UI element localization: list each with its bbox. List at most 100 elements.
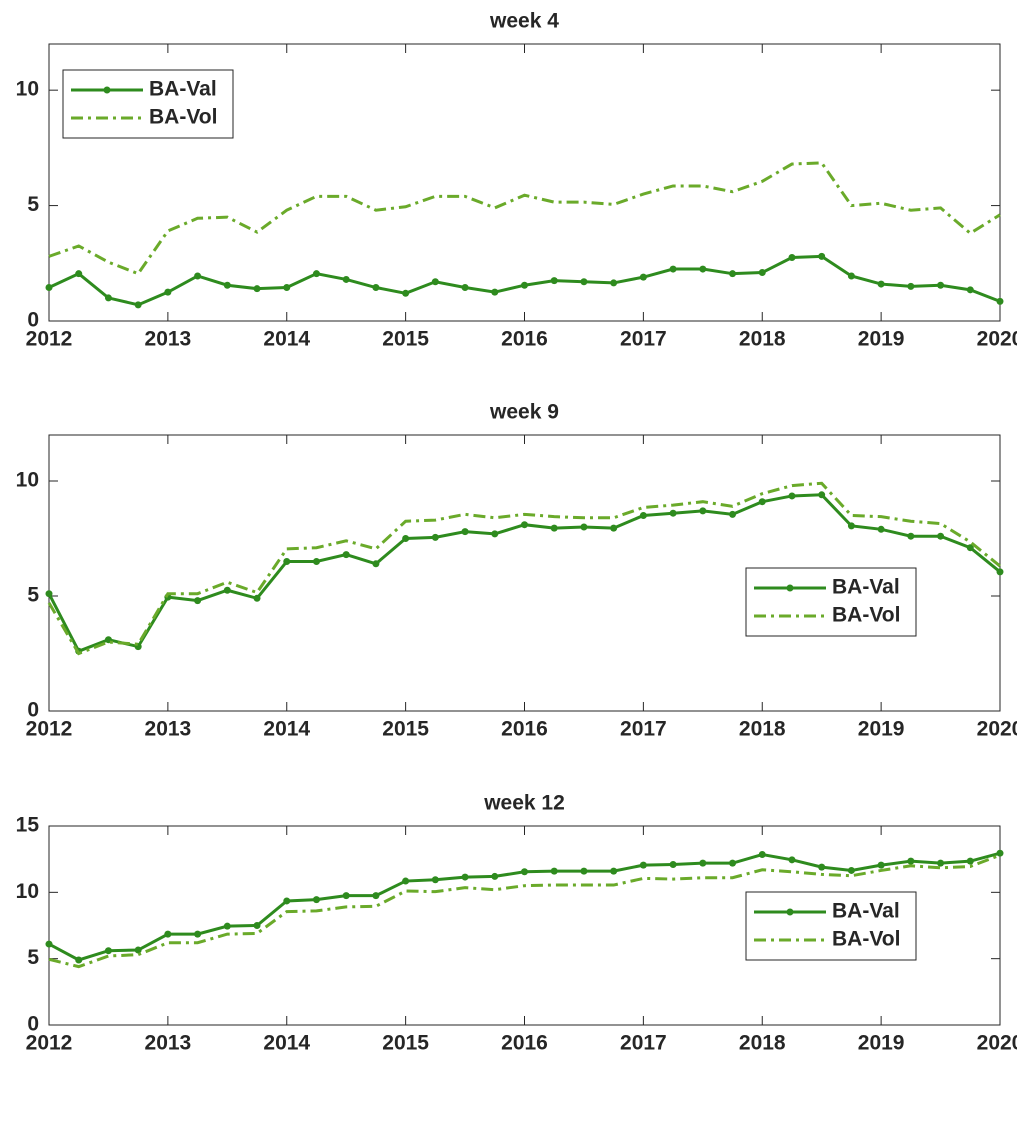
data-point <box>788 254 796 262</box>
data-point <box>491 530 499 538</box>
legend-box <box>62 69 234 139</box>
data-point <box>788 492 796 500</box>
data-point <box>847 522 855 530</box>
data-point <box>45 590 53 598</box>
y-tick-label: 5 <box>27 193 39 216</box>
data-point <box>699 507 707 515</box>
x-tick-label: 2012 <box>26 718 73 741</box>
data-point <box>818 252 826 260</box>
data-point <box>699 859 707 867</box>
data-point <box>223 281 231 289</box>
data-point <box>580 523 588 531</box>
data-point <box>402 877 410 885</box>
data-point <box>877 861 885 869</box>
data-point <box>104 947 112 955</box>
data-point <box>580 278 588 286</box>
data-point <box>937 532 945 540</box>
data-point <box>312 896 320 904</box>
data-point <box>669 509 677 517</box>
data-point <box>194 930 202 938</box>
data-point <box>758 269 766 277</box>
x-tick-label: 2020 <box>977 328 1017 351</box>
data-point <box>134 301 142 309</box>
data-point <box>907 532 915 540</box>
legend-label: BA-Vol <box>832 928 900 951</box>
data-point <box>610 524 618 532</box>
data-point <box>372 892 380 900</box>
series-line <box>47 481 1001 656</box>
data-point <box>610 867 618 875</box>
x-tick-label: 2020 <box>977 1032 1017 1055</box>
legend-marker <box>103 86 111 94</box>
data-point <box>550 524 558 532</box>
x-tick-label: 2016 <box>501 328 548 351</box>
data-point <box>194 597 202 605</box>
data-point <box>847 866 855 874</box>
x-tick-label: 2014 <box>263 328 310 351</box>
x-tick-label: 2019 <box>858 328 905 351</box>
data-point <box>937 281 945 289</box>
chart-title: week 12 <box>483 792 565 815</box>
data-point <box>580 867 588 875</box>
data-point <box>996 849 1004 857</box>
y-tick-label: 15 <box>16 814 40 837</box>
x-tick-label: 2017 <box>620 328 667 351</box>
data-point <box>283 284 291 292</box>
data-point <box>461 873 469 881</box>
data-point <box>729 510 737 518</box>
data-point <box>937 859 945 867</box>
data-point <box>699 265 707 273</box>
data-point <box>758 498 766 506</box>
x-tick-label: 2018 <box>739 718 786 741</box>
data-point <box>223 922 231 930</box>
data-point <box>521 868 528 876</box>
data-point <box>639 512 647 519</box>
legend: BA-Val BA-Vol <box>62 69 234 139</box>
data-point <box>253 922 261 929</box>
legend: BA-Val BA-Vol <box>745 567 917 637</box>
data-point <box>966 857 974 865</box>
legend-box <box>745 567 917 637</box>
data-point <box>164 288 172 296</box>
data-point <box>372 560 380 568</box>
data-point <box>966 544 974 552</box>
data-point <box>342 892 350 900</box>
x-tick-label: 2019 <box>858 1032 905 1055</box>
data-point <box>134 946 142 954</box>
data-point <box>431 876 439 884</box>
x-tick-label: 2018 <box>739 328 786 351</box>
chart-title: week 9 <box>489 401 559 424</box>
series-line <box>48 161 1001 276</box>
y-tick-label: 10 <box>16 880 39 903</box>
data-point <box>818 491 826 499</box>
data-point <box>610 279 618 287</box>
data-point <box>342 275 350 283</box>
data-point <box>75 270 83 278</box>
x-tick-label: 2013 <box>145 328 192 351</box>
data-point <box>283 558 291 565</box>
data-point <box>521 281 528 289</box>
series-line <box>48 853 1001 969</box>
legend-box <box>745 891 917 961</box>
y-tick-label: 5 <box>27 946 39 969</box>
x-tick-label: 2016 <box>501 718 548 741</box>
x-tick-label: 2018 <box>739 1032 786 1055</box>
data-point <box>194 272 202 280</box>
data-point <box>461 528 469 536</box>
data-point <box>550 867 558 875</box>
legend-marker <box>786 908 794 916</box>
data-point <box>788 856 796 864</box>
x-tick-label: 2012 <box>26 1032 73 1055</box>
data-point <box>283 897 291 905</box>
x-tick-label: 2015 <box>382 718 429 741</box>
legend-label: BA-Val <box>149 78 217 101</box>
legend-marker <box>786 584 794 592</box>
data-point <box>550 277 558 285</box>
data-point <box>907 857 915 865</box>
x-tick-label: 2017 <box>620 1032 667 1055</box>
data-point <box>223 586 231 594</box>
data-point <box>45 284 53 292</box>
x-tick-label: 2014 <box>263 718 310 741</box>
y-tick-label: 0 <box>27 699 39 722</box>
